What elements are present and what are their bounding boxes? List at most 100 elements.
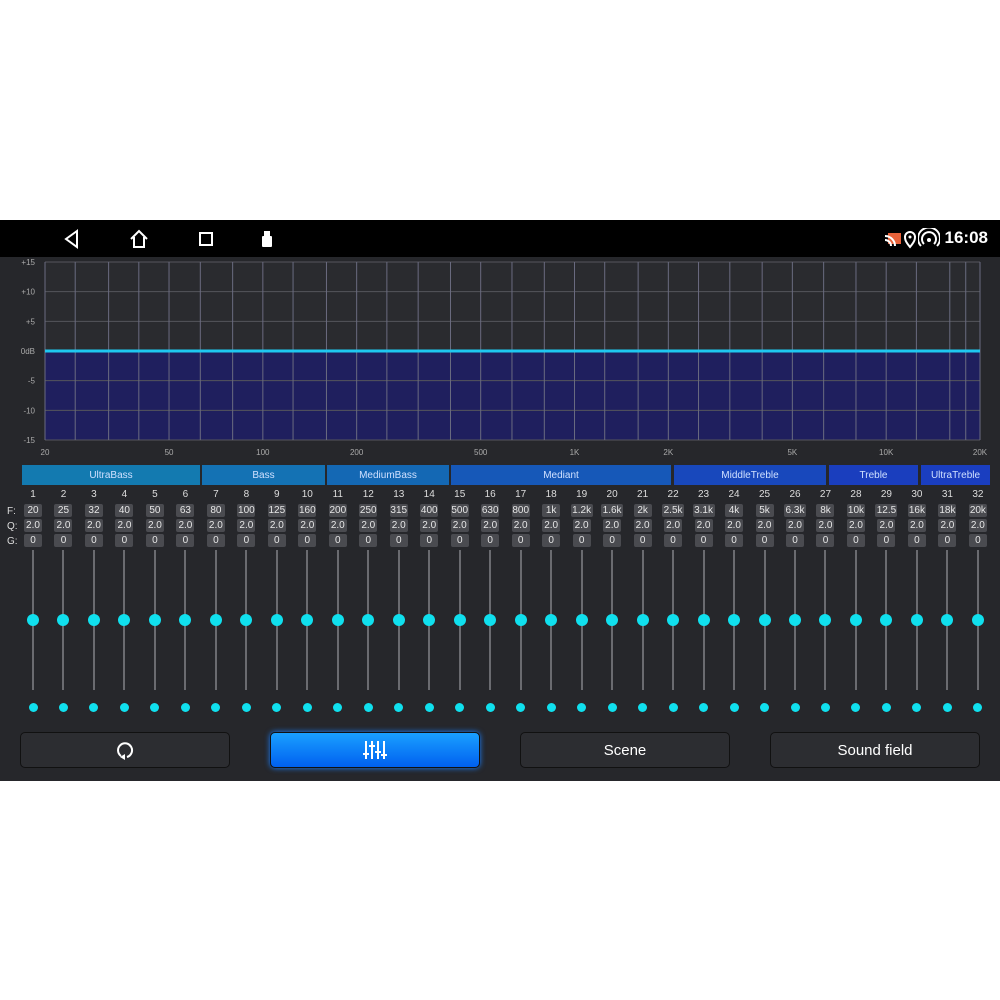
band-frequency-field[interactable]: 20k xyxy=(968,504,987,517)
band-q-field[interactable]: 2.0 xyxy=(176,519,195,532)
band-slider-knob[interactable] xyxy=(575,614,588,626)
band-gain-field[interactable]: 0 xyxy=(176,534,195,547)
band-slider-knob[interactable] xyxy=(728,614,741,626)
band-q-field[interactable]: 2.0 xyxy=(511,519,530,532)
band-slider-knob[interactable] xyxy=(880,614,893,626)
band-slider-knob[interactable] xyxy=(819,614,832,626)
equalizer-button[interactable] xyxy=(270,732,480,768)
band-frequency-field[interactable]: 40 xyxy=(115,504,134,517)
band-q-field[interactable]: 2.0 xyxy=(816,519,835,532)
band-gain-field[interactable]: 0 xyxy=(786,534,804,547)
scene-button[interactable]: Scene xyxy=(520,732,730,768)
band-gain-field[interactable]: 0 xyxy=(267,534,286,547)
band-frequency-field[interactable]: 80 xyxy=(206,504,225,517)
band-q-field[interactable]: 2.0 xyxy=(694,519,713,532)
band-gain-field[interactable]: 0 xyxy=(206,534,225,547)
band-frequency-field[interactable]: 800 xyxy=(511,504,530,517)
band-q-field[interactable]: 2.0 xyxy=(633,519,652,532)
band-gain-field[interactable]: 0 xyxy=(115,534,134,547)
band-slider-knob[interactable] xyxy=(636,614,649,626)
band-gain-field[interactable]: 0 xyxy=(572,534,591,547)
band-q-field[interactable]: 2.0 xyxy=(725,519,744,532)
band-q-field[interactable]: 2.0 xyxy=(115,519,134,532)
band-gain-field[interactable]: 0 xyxy=(420,534,439,547)
band-gain-field[interactable]: 0 xyxy=(725,534,744,547)
sound-field-button[interactable]: Sound field xyxy=(770,732,980,768)
band-gain-field[interactable]: 0 xyxy=(542,534,561,547)
band-frequency-field[interactable]: 63 xyxy=(176,504,195,517)
band-frequency-field[interactable]: 18k xyxy=(938,504,957,517)
band-slider-knob[interactable] xyxy=(209,614,222,626)
band-frequency-field[interactable]: 10k xyxy=(846,504,865,517)
band-slider-knob[interactable] xyxy=(423,614,436,626)
band-gain-field[interactable]: 0 xyxy=(877,534,896,547)
band-q-field[interactable]: 2.0 xyxy=(328,519,347,532)
band-frequency-field[interactable]: 20 xyxy=(24,504,42,517)
band-frequency-field[interactable]: 6.3k xyxy=(784,504,806,517)
band-gain-field[interactable]: 0 xyxy=(938,534,957,547)
band-gain-field[interactable]: 0 xyxy=(145,534,164,547)
band-q-field[interactable]: 2.0 xyxy=(237,519,256,532)
band-frequency-field[interactable]: 1.2k xyxy=(570,504,593,517)
band-frequency-field[interactable]: 315 xyxy=(389,504,408,517)
band-slider-knob[interactable] xyxy=(301,614,314,626)
band-q-field[interactable]: 2.0 xyxy=(206,519,225,532)
band-slider-knob[interactable] xyxy=(910,614,923,626)
band-slider-knob[interactable] xyxy=(179,614,192,626)
band-slider-knob[interactable] xyxy=(118,614,131,626)
recents-icon[interactable] xyxy=(195,228,217,250)
band-q-field[interactable]: 2.0 xyxy=(481,519,500,532)
band-frequency-field[interactable]: 16k xyxy=(907,504,926,517)
band-frequency-field[interactable]: 500 xyxy=(450,504,469,517)
band-frequency-field[interactable]: 2.5k xyxy=(662,504,685,517)
band-frequency-field[interactable]: 12.5 xyxy=(875,504,898,517)
band-q-field[interactable]: 2.0 xyxy=(84,519,103,532)
band-frequency-field[interactable]: 4k xyxy=(725,504,744,517)
band-frequency-field[interactable]: 8k xyxy=(816,504,835,517)
band-slider-knob[interactable] xyxy=(57,614,70,626)
band-q-field[interactable]: 2.0 xyxy=(145,519,164,532)
band-q-field[interactable]: 2.0 xyxy=(359,519,378,532)
band-slider-knob[interactable] xyxy=(148,614,161,626)
band-q-field[interactable]: 2.0 xyxy=(664,519,683,532)
band-frequency-field[interactable]: 1k xyxy=(542,504,561,517)
band-gain-field[interactable]: 0 xyxy=(511,534,530,547)
band-gain-field[interactable]: 0 xyxy=(389,534,408,547)
band-gain-field[interactable]: 0 xyxy=(24,534,42,547)
band-slider-knob[interactable] xyxy=(514,614,527,626)
band-q-field[interactable]: 2.0 xyxy=(420,519,439,532)
band-q-field[interactable]: 2.0 xyxy=(267,519,286,532)
band-slider-knob[interactable] xyxy=(606,614,619,626)
band-slider-knob[interactable] xyxy=(941,614,954,626)
band-gain-field[interactable]: 0 xyxy=(816,534,835,547)
band-gain-field[interactable]: 0 xyxy=(755,534,774,547)
band-slider-knob[interactable] xyxy=(849,614,862,626)
home-icon[interactable] xyxy=(128,228,150,250)
band-slider-knob[interactable] xyxy=(453,614,466,626)
band-q-field[interactable]: 2.0 xyxy=(907,519,926,532)
band-frequency-field[interactable]: 3.1k xyxy=(692,504,715,517)
band-frequency-field[interactable]: 160 xyxy=(298,504,317,517)
band-gain-field[interactable]: 0 xyxy=(633,534,652,547)
band-gain-field[interactable]: 0 xyxy=(298,534,317,547)
band-slider-knob[interactable] xyxy=(392,614,405,626)
band-q-field[interactable]: 2.0 xyxy=(389,519,408,532)
band-frequency-field[interactable]: 125 xyxy=(267,504,286,517)
band-q-field[interactable]: 2.0 xyxy=(603,519,622,532)
band-slider-knob[interactable] xyxy=(362,614,375,626)
band-q-field[interactable]: 2.0 xyxy=(877,519,896,532)
band-gain-field[interactable]: 0 xyxy=(481,534,500,547)
band-slider-knob[interactable] xyxy=(270,614,283,626)
band-q-field[interactable]: 2.0 xyxy=(755,519,774,532)
band-frequency-field[interactable]: 50 xyxy=(145,504,164,517)
back-icon[interactable] xyxy=(61,228,83,250)
band-frequency-field[interactable]: 100 xyxy=(237,504,256,517)
band-frequency-field[interactable]: 32 xyxy=(84,504,103,517)
band-frequency-field[interactable]: 200 xyxy=(328,504,347,517)
band-gain-field[interactable]: 0 xyxy=(694,534,713,547)
band-frequency-field[interactable]: 250 xyxy=(359,504,378,517)
band-q-field[interactable]: 2.0 xyxy=(786,519,804,532)
band-slider-knob[interactable] xyxy=(971,614,984,626)
band-gain-field[interactable]: 0 xyxy=(359,534,378,547)
band-q-field[interactable]: 2.0 xyxy=(450,519,469,532)
